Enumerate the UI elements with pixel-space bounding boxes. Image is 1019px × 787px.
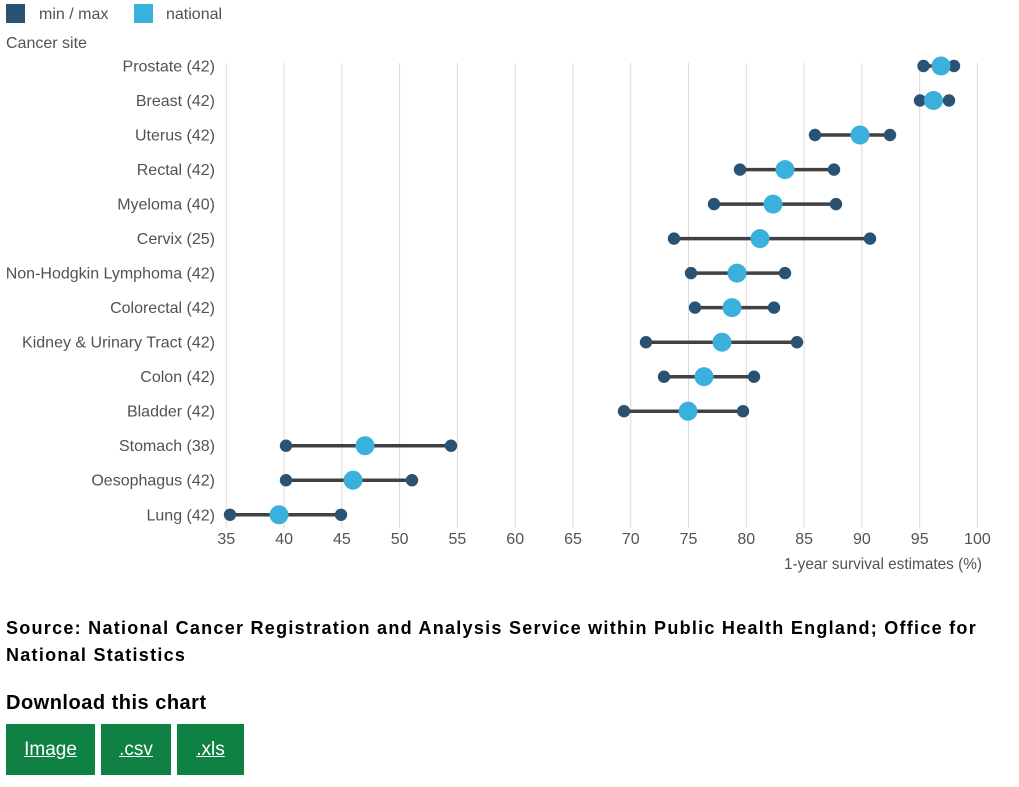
svg-text:100: 100 bbox=[964, 531, 991, 548]
svg-text:55: 55 bbox=[449, 531, 467, 548]
svg-text:min / max: min / max bbox=[39, 6, 108, 23]
svg-text:75: 75 bbox=[680, 531, 698, 548]
svg-text:45: 45 bbox=[333, 531, 351, 548]
svg-text:50: 50 bbox=[391, 531, 409, 548]
svg-text:Colon (42): Colon (42) bbox=[140, 369, 215, 386]
svg-text:95: 95 bbox=[911, 531, 929, 548]
svg-text:national: national bbox=[166, 6, 222, 23]
svg-text:1-year survival estimates (%): 1-year survival estimates (%) bbox=[784, 556, 982, 573]
svg-text:Cancer site: Cancer site bbox=[6, 35, 87, 52]
svg-text:40: 40 bbox=[275, 531, 293, 548]
svg-text:80: 80 bbox=[737, 531, 755, 548]
svg-text:90: 90 bbox=[853, 531, 871, 548]
svg-text:Colorectal (42): Colorectal (42) bbox=[110, 300, 215, 317]
svg-text:Bladder (42): Bladder (42) bbox=[127, 404, 215, 421]
svg-text:85: 85 bbox=[795, 531, 813, 548]
svg-text:Myeloma (40): Myeloma (40) bbox=[117, 197, 215, 214]
svg-text:Lung (42): Lung (42) bbox=[147, 507, 216, 524]
svg-text:Prostate (42): Prostate (42) bbox=[123, 59, 215, 76]
svg-text:60: 60 bbox=[506, 531, 524, 548]
svg-text:35: 35 bbox=[217, 531, 235, 548]
svg-text:Non-Hodgkin Lymphoma (42): Non-Hodgkin Lymphoma (42) bbox=[6, 266, 215, 283]
svg-text:Rectal (42): Rectal (42) bbox=[137, 162, 215, 179]
svg-text:Breast (42): Breast (42) bbox=[136, 93, 215, 110]
svg-text:70: 70 bbox=[622, 531, 640, 548]
svg-text:Kidney & Urinary Tract (42): Kidney & Urinary Tract (42) bbox=[22, 335, 215, 352]
svg-text:Cervix (25): Cervix (25) bbox=[137, 231, 215, 248]
svg-text:Stomach (38): Stomach (38) bbox=[119, 438, 215, 455]
svg-text:65: 65 bbox=[564, 531, 582, 548]
svg-text:Uterus (42): Uterus (42) bbox=[135, 128, 215, 145]
svg-text:Oesophagus (42): Oesophagus (42) bbox=[91, 473, 215, 490]
